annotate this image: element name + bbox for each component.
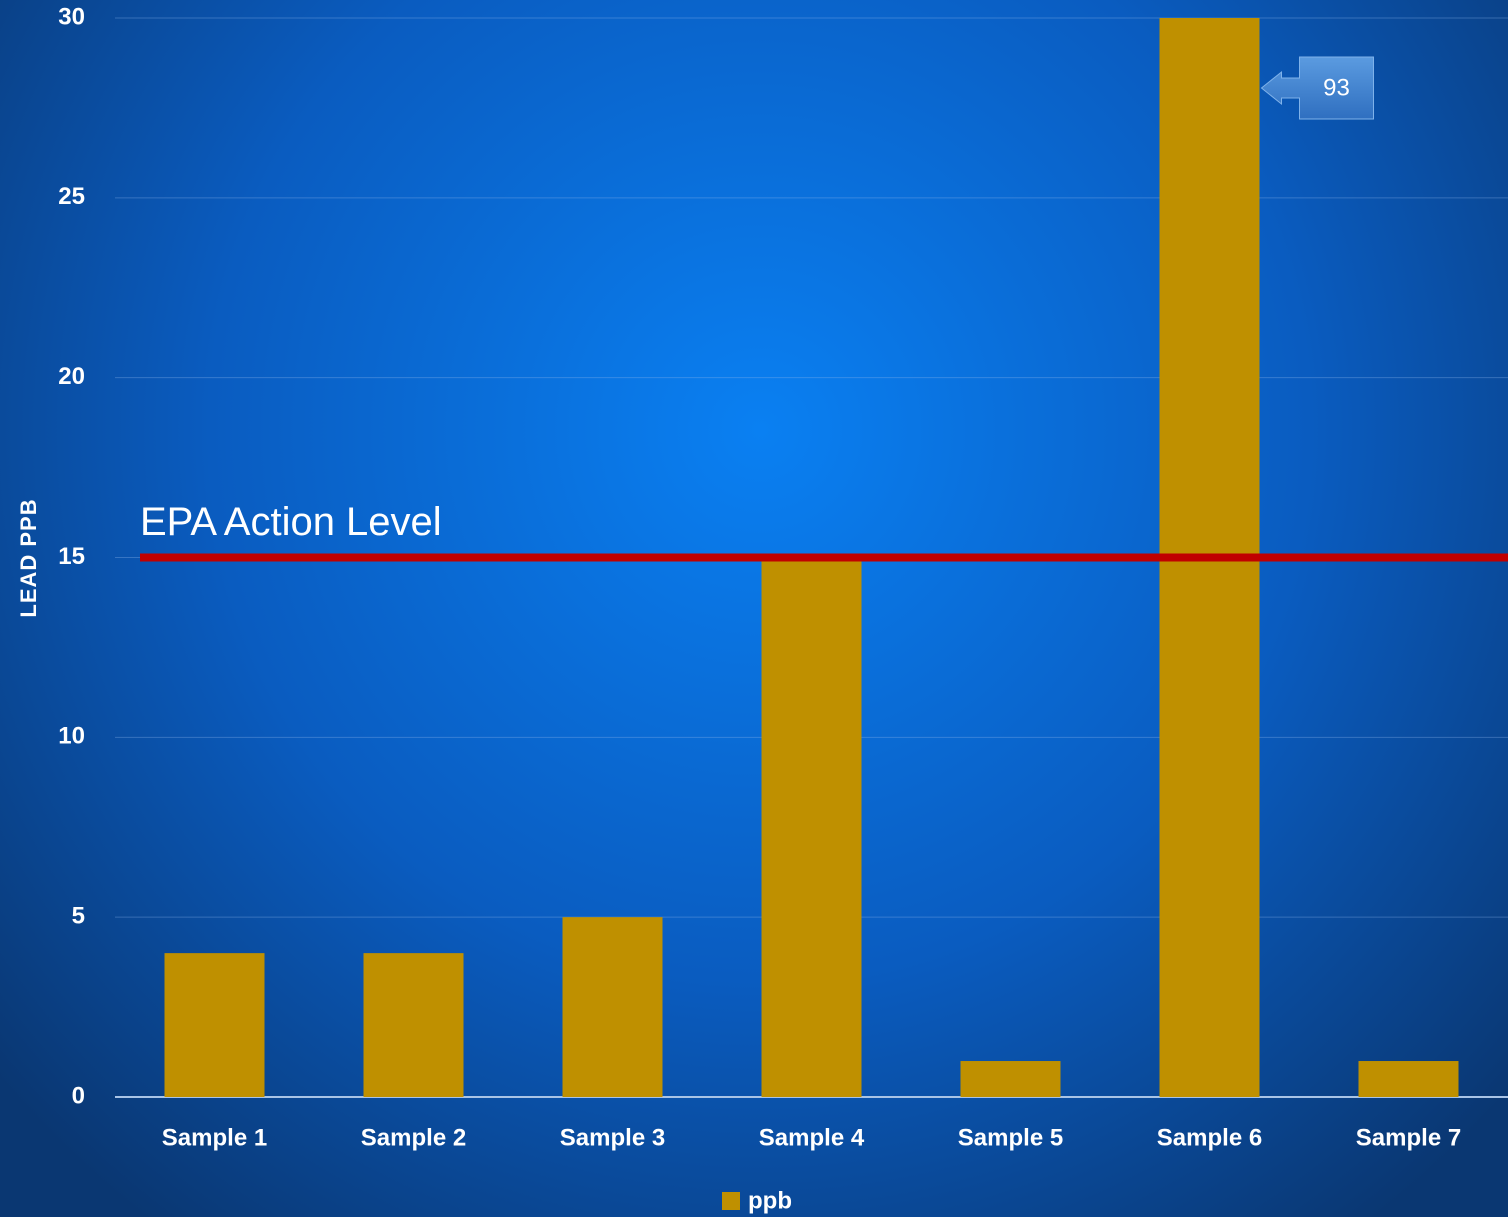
bar: [1358, 1061, 1459, 1097]
x-tick-label: Sample 5: [958, 1124, 1063, 1151]
y-tick-label: 10: [58, 723, 85, 750]
y-tick-label: 0: [72, 1082, 85, 1109]
legend-label: ppb: [748, 1187, 792, 1214]
y-tick-label: 5: [72, 903, 85, 930]
x-tick-label: Sample 6: [1157, 1124, 1262, 1151]
x-tick-label: Sample 1: [162, 1124, 267, 1151]
legend-swatch: [722, 1192, 740, 1210]
bar: [1159, 18, 1260, 1097]
data-label-callout: 93: [1260, 56, 1374, 120]
bar: [562, 917, 663, 1097]
y-tick-label: 25: [58, 183, 85, 210]
y-tick-label: 15: [58, 543, 85, 570]
reference-label: EPA Action Level: [140, 500, 442, 544]
x-tick-label: Sample 7: [1356, 1124, 1461, 1151]
x-tick-label: Sample 4: [759, 1124, 865, 1151]
data-label: 93: [1323, 74, 1350, 101]
y-tick-label: 30: [58, 3, 85, 30]
y-tick-label: 20: [58, 363, 85, 390]
legend-item: ppb: [722, 1187, 792, 1214]
bar: [761, 557, 862, 1097]
x-tick-label: Sample 3: [560, 1124, 665, 1151]
callout-shape: [1260, 56, 1374, 120]
y-axis-label: LEAD PPB: [16, 498, 41, 617]
bar: [363, 953, 464, 1097]
x-tick-label: Sample 2: [361, 1124, 466, 1151]
bar: [164, 953, 265, 1097]
bar: [960, 1061, 1061, 1097]
